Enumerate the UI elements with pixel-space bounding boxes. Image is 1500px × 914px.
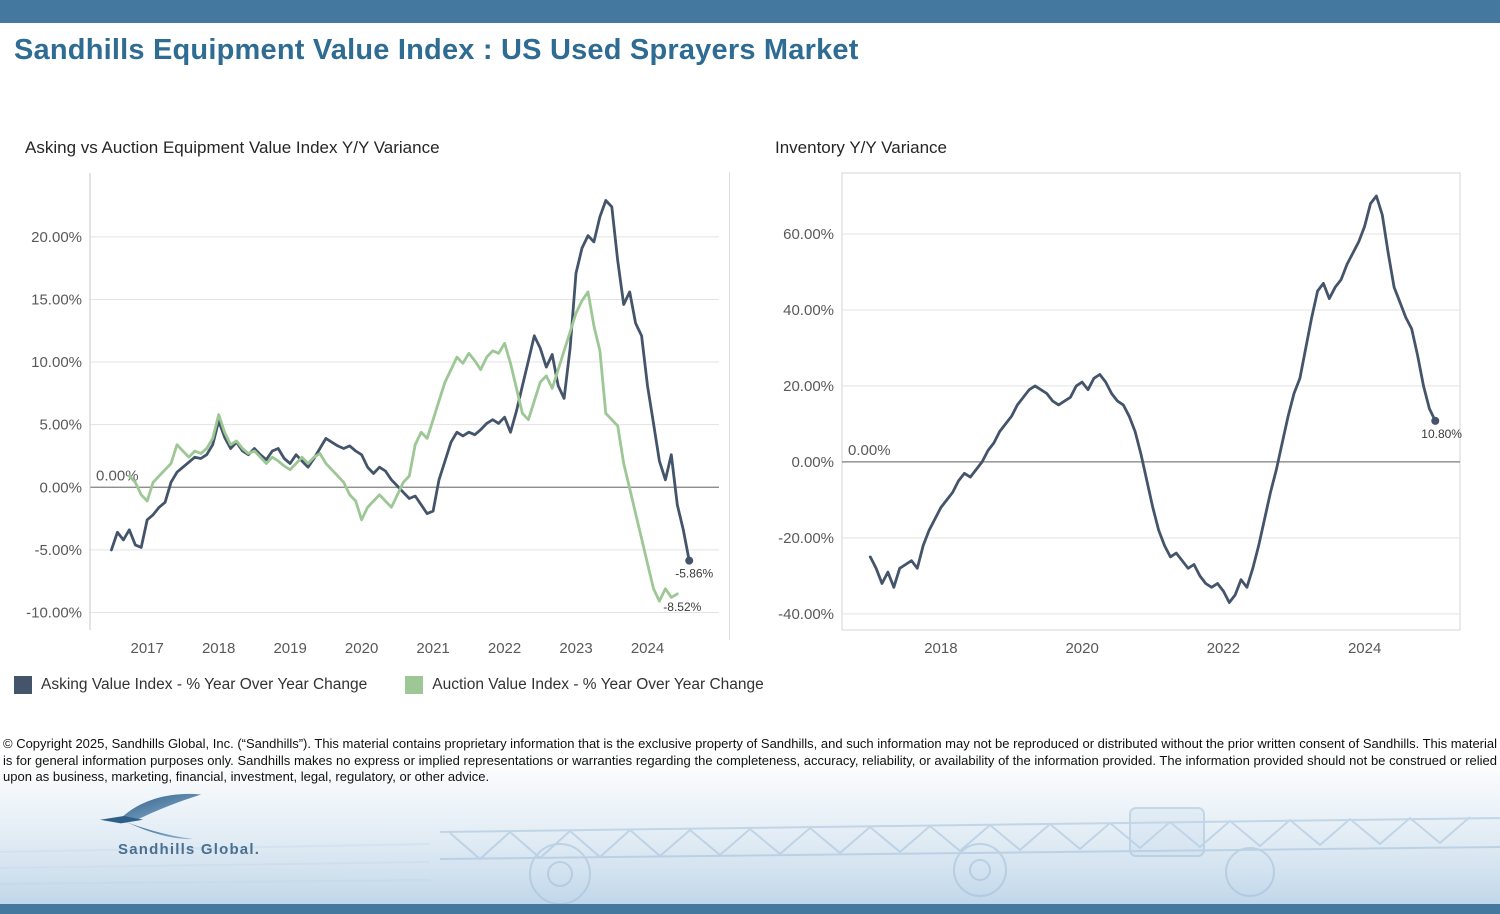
page-title: Sandhills Equipment Value Index : US Use…	[14, 34, 859, 66]
field-lines	[0, 843, 431, 885]
x-tick-label: 2022	[1207, 640, 1240, 657]
logo-text: Sandhills Global.	[118, 841, 261, 858]
asking-vs-auction-chart: 20.00% 15.00% 10.00% 5.00% 0.00% -5.00% -10.00…	[25, 165, 727, 685]
auction-value-line-end-label: -8.52%	[663, 600, 701, 614]
bird-logo-icon	[100, 793, 202, 840]
asking-value-line-end-label: -5.86%	[675, 567, 713, 581]
x-tick-label: 2024	[1348, 640, 1381, 657]
equipment-watermark-image	[0, 756, 1500, 906]
copyright-text: © Copyright 2025, Sandhills Global, Inc.…	[3, 736, 1498, 784]
right-chart-title: Inventory Y/Y Variance	[775, 138, 947, 157]
zero-line-label: 0.00%	[96, 467, 139, 484]
x-tick-label: 2018	[202, 640, 235, 657]
y-tick-label: 5.00%	[39, 417, 82, 434]
y-tick-label: 15.00%	[31, 291, 82, 308]
sandhills-logo: Sandhills Global.	[98, 790, 278, 858]
y-tick-label: 10.00%	[31, 354, 82, 371]
x-tick-label: 2020	[1065, 640, 1098, 657]
chart-legend: Asking Value Index - % Year Over Year Ch…	[14, 676, 764, 694]
x-tick-label: 2018	[924, 640, 957, 657]
y-tick-label: -40.00%	[778, 606, 834, 623]
x-tick-label: 2017	[130, 640, 163, 657]
inventory-line	[868, 194, 1437, 604]
y-tick-label: 20.00%	[783, 378, 834, 395]
x-tick-label: 2020	[345, 640, 378, 657]
y-tick-label: 60.00%	[783, 226, 834, 243]
y-tick-label: -20.00%	[778, 530, 834, 547]
auction-legend-label: Auction Value Index - % Year Over Year C…	[432, 676, 764, 693]
x-tick-label: 2021	[416, 640, 449, 657]
watermark-wash	[0, 756, 1500, 906]
y-tick-label: -10.00%	[26, 604, 82, 621]
asking-value-line-end-dot	[685, 556, 694, 565]
zero-line-label: 0.00%	[848, 442, 891, 459]
y-tick-label: 0.00%	[791, 454, 834, 471]
top-bar	[0, 0, 1500, 23]
chart-divider	[729, 172, 730, 640]
y-tick-label: 0.00%	[39, 479, 82, 496]
inventory-line-end-label: 10.80%	[1421, 427, 1462, 441]
asking-legend-label: Asking Value Index - % Year Over Year Ch…	[41, 676, 368, 693]
y-tick-label: 20.00%	[31, 229, 82, 246]
x-tick-label: 2024	[631, 640, 664, 657]
left-chart-title: Asking vs Auction Equipment Value Index …	[25, 138, 440, 157]
bottom-bar	[0, 904, 1500, 914]
x-tick-label: 2022	[488, 640, 521, 657]
asking-legend-swatch	[14, 676, 32, 694]
x-tick-label: 2019	[273, 640, 306, 657]
plot-border	[841, 172, 1461, 631]
auction-value-line	[127, 290, 679, 603]
inventory-chart: 60.00% 40.00% 20.00% 0.00% -20.00% -40.00% 201…	[770, 165, 1470, 685]
x-tick-label: 2023	[559, 640, 592, 657]
inventory-line-end-dot	[1431, 416, 1440, 425]
auction-legend-swatch	[405, 676, 424, 694]
y-tick-label: 40.00%	[783, 302, 834, 319]
sprayer-boom-sketch	[439, 807, 1500, 905]
y-tick-label: -5.00%	[34, 542, 82, 559]
